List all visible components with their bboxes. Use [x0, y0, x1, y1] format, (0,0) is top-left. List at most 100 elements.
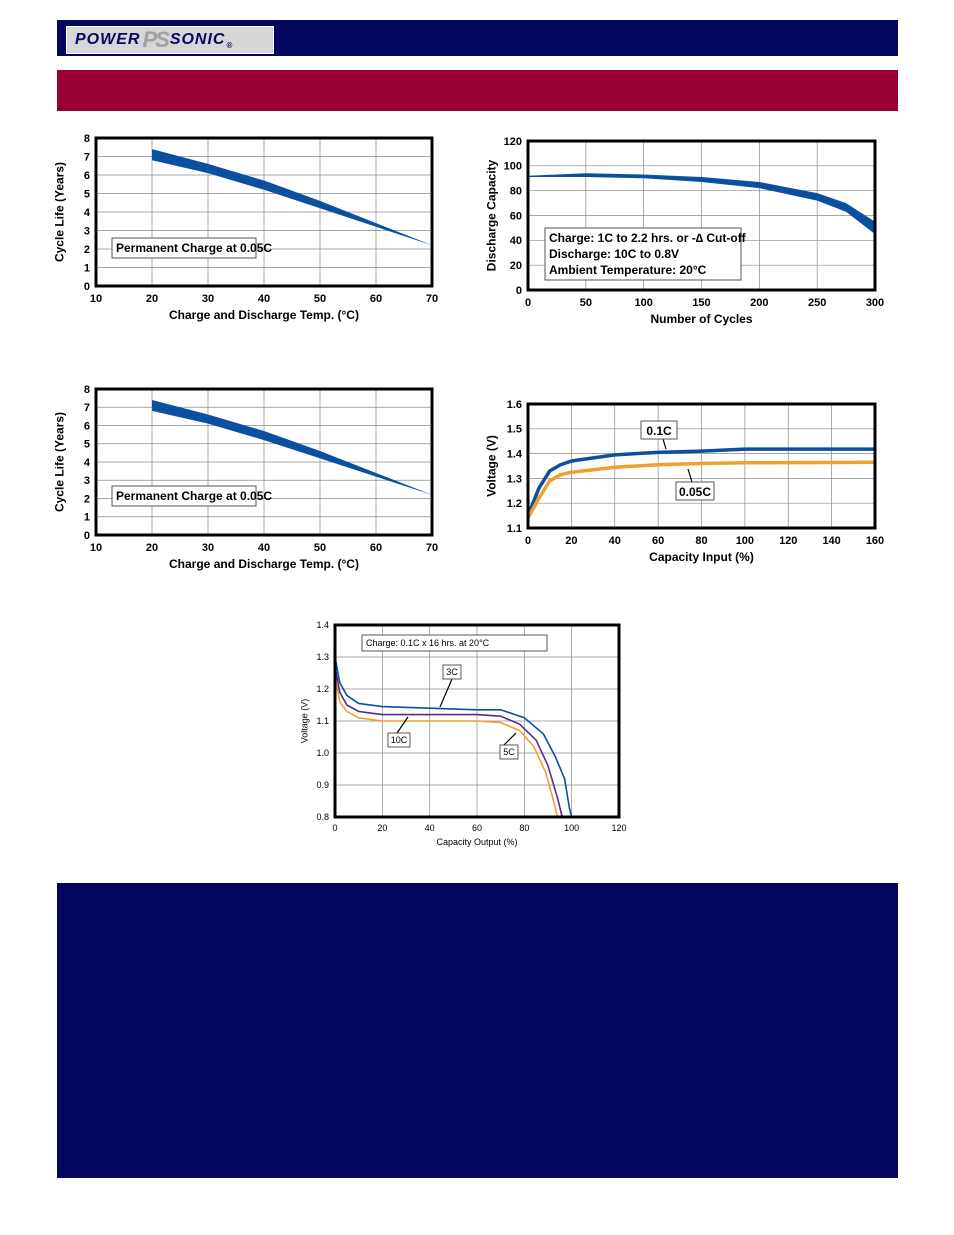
- x-tick-label: 50: [314, 542, 326, 554]
- y-tick-label: 2: [84, 493, 90, 505]
- brand-logo: POWER PS SONIC ®: [66, 26, 274, 54]
- y-tick-label: 8: [84, 133, 90, 145]
- data-band: [528, 173, 875, 235]
- label-leader: [396, 716, 409, 734]
- x-tick-label: 50: [314, 293, 326, 305]
- y-tick-label: 1.3: [507, 473, 522, 485]
- chart-svg: 10 20 30 40 50 60 70 0 1 2 3 4 5 6 7 8 Charge and Discha…: [53, 384, 439, 571]
- series-line-0.05C: [526, 460, 876, 519]
- x-tick-label: 20: [146, 293, 158, 305]
- y-tick-label: 7: [84, 402, 90, 414]
- x-axis-label: Capacity Input (%): [649, 550, 754, 564]
- x-tick-label: 80: [695, 535, 707, 547]
- logo-mark: PS: [142, 27, 169, 52]
- header-bar: POWER PS SONIC ®: [57, 20, 898, 56]
- plot-frame: [526, 139, 877, 292]
- plot-frame: [94, 136, 434, 288]
- y-tick-label: 4: [84, 457, 91, 469]
- x-tick-label: 160: [866, 535, 884, 547]
- x-tick-label: 150: [692, 297, 710, 309]
- y-tick-label: 1.6: [507, 399, 522, 411]
- series-label-10C: 10C: [391, 735, 408, 745]
- y-tick-label: 1.4: [316, 620, 329, 630]
- y-tick-label: 3: [84, 475, 90, 487]
- y-tick-label: 6: [84, 170, 90, 182]
- y-tick-label: 0: [516, 285, 522, 297]
- x-tick-label: 20: [377, 823, 387, 833]
- chart-discharge-capacity-cycles: 0 50 100 150 200 250 300 0 20 40 60 80 100 120 Number …: [478, 133, 888, 343]
- annotation-text: Charge: 0.1C x 16 hrs. at 20°C: [366, 638, 490, 648]
- data-band: [152, 399, 432, 495]
- annotation-text: Charge: 1C to 2.2 hrs. or -∆ Cut-off: [549, 231, 747, 245]
- footer-panel: [57, 883, 898, 1178]
- series-line-0.1C: [526, 447, 875, 517]
- data-band: [152, 149, 432, 246]
- y-tick-label: 80: [510, 186, 522, 198]
- y-axis-label: Voltage (V): [485, 435, 499, 497]
- x-tick-label: 100: [634, 297, 652, 309]
- annotation-box: [544, 227, 742, 281]
- y-axis-label: Voltage (V): [299, 699, 309, 744]
- annotation-box: [111, 237, 257, 259]
- series-line-3C: [334, 656, 573, 818]
- x-tick-label: 30: [202, 293, 214, 305]
- annotation-text: Permanent Charge at 0.05C: [116, 489, 272, 503]
- x-tick-label: 50: [580, 297, 592, 309]
- y-tick-label: 0.8: [316, 812, 329, 822]
- x-tick-label: 40: [258, 293, 270, 305]
- annotation-text: Permanent Charge at 0.05C: [116, 241, 272, 255]
- x-tick-label: 0: [332, 823, 337, 833]
- y-tick-label: 1: [84, 262, 90, 274]
- x-tick-label: 10: [90, 293, 102, 305]
- y-tick-label: 5: [84, 439, 90, 451]
- y-tick-label: 1.1: [507, 523, 522, 535]
- plot-frame: [333, 623, 621, 819]
- title-bar: [57, 70, 898, 111]
- chart-svg: 0 50 100 150 200 250 300 0 20 40 60 80 100 120 Number …: [485, 136, 885, 326]
- series-label-box: [675, 481, 715, 501]
- x-tick-label: 0: [525, 535, 531, 547]
- x-tick-label: 40: [609, 535, 621, 547]
- x-tick-label: 60: [652, 535, 664, 547]
- x-tick-label: 70: [426, 293, 438, 305]
- y-tick-label: 1.2: [316, 684, 329, 694]
- x-tick-label: 100: [564, 823, 579, 833]
- x-tick-label: 200: [750, 297, 768, 309]
- y-tick-label: 1.4: [507, 448, 523, 460]
- annotation-text: Ambient Temperature: 20°C: [549, 263, 707, 277]
- series-label-0.1C: 0.1C: [646, 424, 672, 438]
- plot-frame: [94, 387, 434, 537]
- x-tick-label: 250: [808, 297, 826, 309]
- series-label-0.05C: 0.05C: [679, 485, 711, 499]
- annotation-box: [111, 485, 257, 507]
- series-line-5C: [334, 666, 563, 818]
- chart-svg: 10 20 30 40 50 60 70 0 1 2 3 4 5 6 7 8 Charge and Discha…: [53, 133, 439, 322]
- x-tick-label: 80: [519, 823, 529, 833]
- label-leader: [439, 678, 453, 708]
- series-label-box: [387, 732, 411, 748]
- x-axis-label: Charge and Discharge Temp. (°C): [169, 557, 359, 571]
- series-label-5C: 5C: [503, 747, 515, 757]
- series-label-box: [442, 664, 462, 680]
- y-tick-label: 1.3: [316, 652, 329, 662]
- y-tick-label: 60: [510, 210, 522, 222]
- y-tick-label: 0.9: [316, 780, 329, 790]
- y-tick-label: 4: [84, 207, 91, 219]
- y-tick-label: 1.5: [507, 424, 522, 436]
- x-tick-label: 300: [866, 297, 884, 309]
- label-leader: [687, 468, 693, 483]
- annotation-text: Discharge: 10C to 0.8V: [549, 247, 679, 261]
- logo-word-sonic: SONIC: [169, 31, 226, 48]
- chart-cycle-life-temp-2: 10 20 30 40 50 60 70 0 1 2 3 4 5 6 7 8 Charge and Discha…: [53, 380, 455, 585]
- x-tick-label: 70: [426, 542, 438, 554]
- registered-mark: ®: [226, 40, 234, 50]
- series-label-3C: 3C: [446, 667, 458, 677]
- y-tick-label: 1: [84, 512, 90, 524]
- y-tick-label: 1.0: [316, 748, 329, 758]
- y-tick-label: 6: [84, 420, 90, 432]
- label-leader: [503, 732, 517, 746]
- plot-frame: [526, 402, 877, 530]
- y-tick-label: 2: [84, 244, 90, 256]
- y-tick-label: 1.2: [507, 498, 522, 510]
- x-tick-label: 10: [90, 542, 102, 554]
